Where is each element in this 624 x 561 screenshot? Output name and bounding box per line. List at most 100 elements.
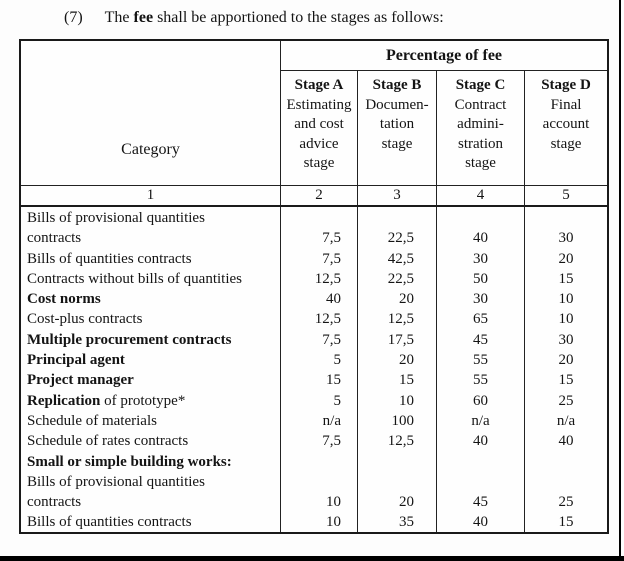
category-row-label-text: Bills of quantities contracts (27, 514, 192, 531)
caption-number: (7) (64, 9, 83, 26)
fee-value: 5 (333, 352, 342, 369)
fee-value (525, 208, 607, 228)
fee-value: 40 (558, 433, 574, 450)
category-row-label: Multiple procurement contracts (21, 330, 280, 350)
fee-value: 22,5 (387, 230, 414, 247)
category-row-label-bold: Multiple procurement contracts (27, 331, 232, 348)
category-row-label-text: Contracts without bills of quantities (27, 270, 242, 287)
stage-desc-line: advice (299, 135, 339, 152)
fee-value: 30 (558, 230, 574, 247)
fee-value: 22,5 (387, 270, 414, 287)
stage-desc-line: stage (550, 135, 582, 152)
category-row-label-bold: Small or simple building works: (27, 453, 232, 470)
category-row-label: Contracts without bills of quantities (21, 269, 280, 289)
category-row-label-text: Bills of provisional quantities (27, 473, 205, 490)
fee-value: 10 (326, 494, 341, 511)
fee-value: 35 (399, 514, 414, 531)
stage-d-header-cell: Stage D Final account stage (525, 71, 607, 186)
fee-value: 20 (399, 352, 414, 369)
category-row-label-text: Bills of provisional quantities (27, 210, 205, 226)
category-row-label: Bills of quantities contracts (21, 512, 280, 532)
fee-value: 45 (473, 494, 488, 511)
caption: (7) The fee shall be apportioned to the … (64, 9, 444, 27)
stage-desc-line: Documen- (365, 96, 429, 113)
stage-c-body-column: 40 30 50 30 65 45 55 55 60 n/a 40 45 40 (437, 207, 525, 532)
column-number-cell: 2 (281, 186, 358, 207)
category-row-label: Schedule of rates contracts (21, 431, 280, 451)
category-row-label-bold: Cost norms (27, 291, 101, 308)
fee-value: 20 (399, 291, 414, 308)
category-row-label-text: contracts (27, 230, 82, 247)
fee-value: 60 (473, 392, 488, 409)
stage-desc-line: and cost (294, 116, 344, 132)
column-number-cell: 4 (437, 186, 525, 207)
fee-value: 40 (473, 514, 488, 531)
category-row-label: Cost-plus contracts (21, 309, 280, 329)
category-row-label-text: Cost-plus contracts (27, 311, 143, 328)
fee-value (281, 208, 357, 228)
category-row-label: Cost norms (21, 289, 280, 309)
caption-text-post: shall be apportioned to the stages as fo… (157, 9, 444, 26)
stage-name: Stage C (455, 77, 506, 93)
caption-text-bold: fee (133, 9, 154, 26)
fee-value: 15 (558, 270, 574, 287)
fee-value (525, 452, 607, 472)
fee-value: 12,5 (387, 311, 414, 328)
fee-value: n/a (322, 412, 341, 429)
fee-value: 20 (558, 250, 574, 267)
fee-value: 42,5 (387, 250, 414, 267)
fee-value (358, 452, 436, 472)
fee-value: 10 (558, 311, 574, 328)
stage-desc-line: stage (381, 135, 413, 152)
stage-desc-line: tation (379, 116, 415, 132)
caption-text-pre: The (104, 9, 130, 26)
fee-value (358, 208, 436, 228)
percentage-of-fee-label: Percentage of fee (385, 46, 503, 64)
fee-apportionment-table: Category Percentage of fee Stage A Estima… (19, 39, 609, 534)
category-row-label-bold: Replication (27, 392, 101, 409)
fee-value: 25 (558, 392, 574, 409)
stage-a-header-cell: Stage A Estimating and cost advice stage (281, 71, 358, 186)
category-row-label-text: Schedule of rates contracts (27, 433, 189, 450)
stage-desc-line: admini- (457, 116, 504, 132)
stage-d-body-column: 30 20 15 10 10 30 20 15 25 n/a 40 25 15 (525, 207, 607, 532)
fee-value: 12,5 (387, 433, 414, 450)
fee-value: 65 (473, 311, 488, 328)
fee-value (525, 472, 607, 492)
stage-c-header-cell: Stage C Contract admini-stration stage (437, 71, 525, 186)
fee-value: 20 (399, 494, 414, 511)
page-edge-rule-bottom (0, 556, 624, 561)
fee-value: n/a (556, 412, 576, 429)
stage-name: Stage D (541, 77, 591, 93)
category-header-cell: Category (21, 41, 281, 186)
fee-value: 20 (558, 352, 574, 369)
category-row-label: Replication of prototype* (21, 391, 280, 411)
fee-value: 12,5 (314, 311, 341, 328)
category-row-label-bold: Principal agent (27, 352, 125, 369)
fee-value: 10 (558, 291, 574, 308)
category-row-label: contracts (21, 492, 280, 512)
stage-desc-line: Final (550, 96, 582, 113)
fee-value: 10 (399, 392, 414, 409)
fee-value: 55 (473, 352, 488, 369)
stage-a-body-column: 7,5 7,5 12,5 40 12,5 7,5 5 15 5 n/a 7,5 10 10 (281, 207, 358, 532)
fee-value: 40 (326, 291, 341, 308)
fee-value: 15 (558, 372, 574, 389)
category-header-label: Category (121, 141, 180, 158)
fee-value: 55 (473, 372, 488, 389)
fee-value: 7,5 (322, 230, 341, 247)
fee-value: 7,5 (322, 433, 341, 450)
category-row-label: Bills of provisional quantities (21, 208, 280, 228)
fee-value (281, 472, 357, 492)
category-row-label-text: Bills of quantities contracts (27, 250, 192, 267)
category-body-column: Bills of provisional quantities contracts… (21, 207, 281, 532)
category-row-label-bold: Project manager (27, 372, 134, 389)
category-row-label: Project manager (21, 370, 280, 390)
fee-value: 5 (333, 392, 342, 409)
fee-value: 45 (473, 331, 488, 348)
stage-desc-line: stration (458, 135, 503, 152)
stage-desc-line: account (542, 116, 590, 132)
fee-value: 10 (326, 514, 341, 531)
fee-value: 100 (391, 412, 415, 429)
